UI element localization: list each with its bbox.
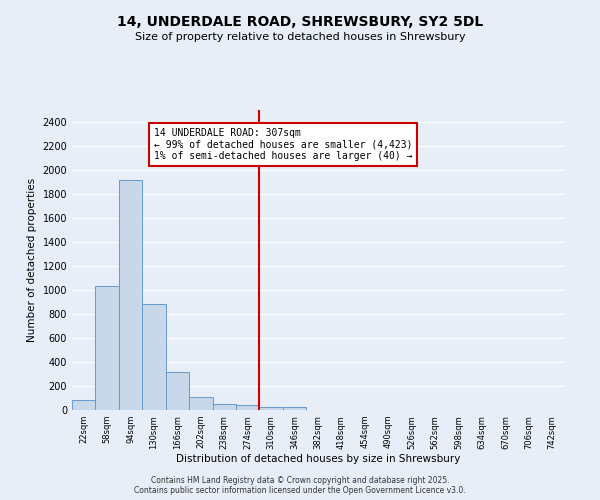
Text: 14, UNDERDALE ROAD, SHREWSBURY, SY2 5DL: 14, UNDERDALE ROAD, SHREWSBURY, SY2 5DL xyxy=(117,15,483,29)
Bar xyxy=(259,407,283,410)
Text: Contains HM Land Registry data © Crown copyright and database right 2025.: Contains HM Land Registry data © Crown c… xyxy=(151,476,449,485)
Bar xyxy=(212,404,236,410)
Text: Size of property relative to detached houses in Shrewsbury: Size of property relative to detached ho… xyxy=(134,32,466,42)
Bar xyxy=(95,286,119,410)
Bar xyxy=(236,404,259,410)
Bar xyxy=(119,180,142,410)
Bar xyxy=(166,372,189,410)
Text: Contains public sector information licensed under the Open Government Licence v3: Contains public sector information licen… xyxy=(134,486,466,495)
Bar xyxy=(72,400,95,410)
Bar xyxy=(189,397,212,410)
Text: 14 UNDERDALE ROAD: 307sqm
← 99% of detached houses are smaller (4,423)
1% of sem: 14 UNDERDALE ROAD: 307sqm ← 99% of detac… xyxy=(154,128,413,161)
X-axis label: Distribution of detached houses by size in Shrewsbury: Distribution of detached houses by size … xyxy=(176,454,460,464)
Y-axis label: Number of detached properties: Number of detached properties xyxy=(27,178,37,342)
Bar xyxy=(142,304,166,410)
Bar xyxy=(283,407,306,410)
